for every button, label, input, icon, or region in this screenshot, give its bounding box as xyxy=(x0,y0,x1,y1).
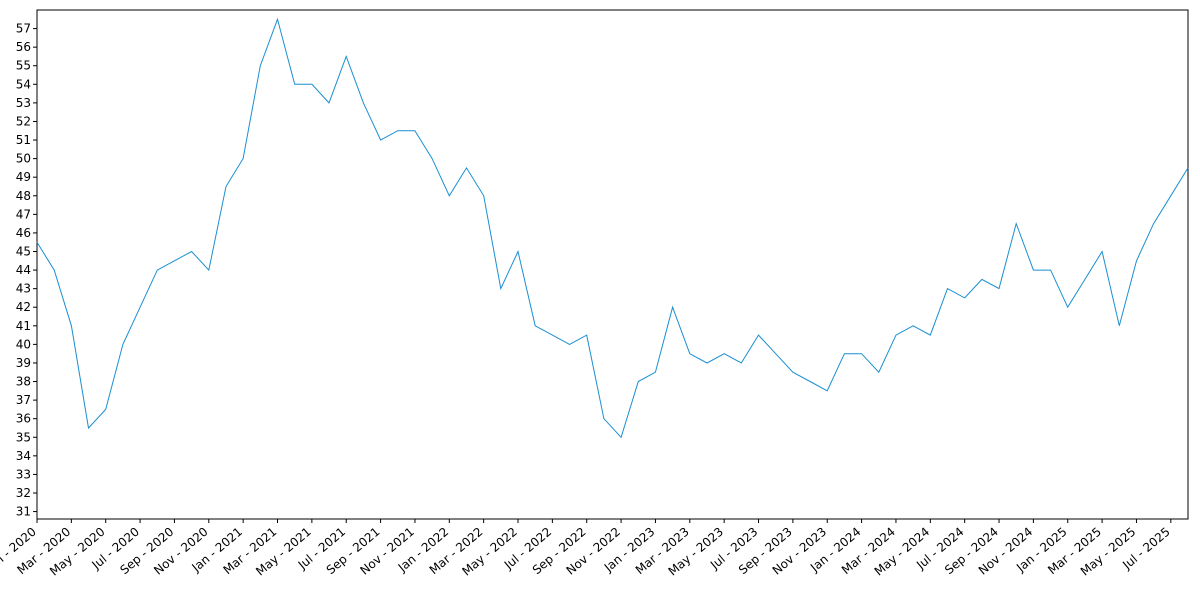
y-tick-label: 55 xyxy=(16,59,31,73)
y-tick-label: 33 xyxy=(16,467,31,481)
y-tick-label: 37 xyxy=(16,393,31,407)
y-tick-label: 34 xyxy=(16,449,31,463)
y-tick-label: 36 xyxy=(16,412,31,426)
y-tick-label: 45 xyxy=(16,244,31,258)
y-tick-label: 53 xyxy=(16,96,31,110)
y-tick-label: 43 xyxy=(16,282,31,296)
y-tick-label: 44 xyxy=(16,263,31,277)
y-tick-label: 35 xyxy=(16,430,31,444)
y-tick-label: 56 xyxy=(16,40,31,54)
price-line xyxy=(36,17,1189,439)
y-tick-label: 38 xyxy=(16,375,31,389)
y-tick-label: 46 xyxy=(16,226,31,240)
y-tick-label: 52 xyxy=(16,114,31,128)
y-tick-label: 54 xyxy=(16,77,31,91)
y-tick-label: 42 xyxy=(16,300,31,314)
y-tick-label: 47 xyxy=(16,207,31,221)
y-tick-label: 32 xyxy=(16,486,31,500)
y-tick-label: 50 xyxy=(16,152,31,166)
y-tick-label: 49 xyxy=(16,170,31,184)
y-tick-label: 51 xyxy=(16,133,31,147)
y-tick-label: 31 xyxy=(16,505,31,519)
y-tick-label: 39 xyxy=(16,356,31,370)
y-tick-label: 57 xyxy=(16,22,31,36)
y-tick-label: 41 xyxy=(16,319,31,333)
plot-frame xyxy=(36,9,1189,520)
y-tick-label: 40 xyxy=(16,337,31,351)
y-tick-label: 48 xyxy=(16,189,31,203)
